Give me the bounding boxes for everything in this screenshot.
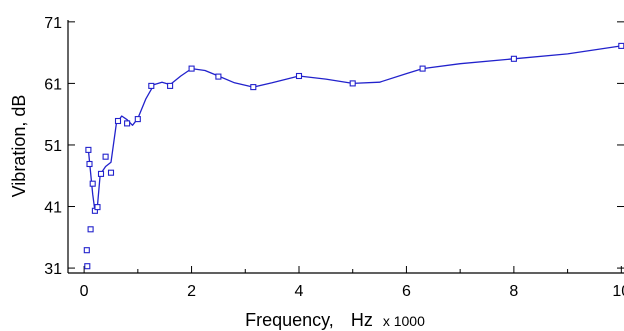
label-layer: Vibration, dB Frequency, Hz x 1000 31 41 5… xyxy=(9,15,624,330)
data-point-marker xyxy=(148,82,155,89)
y-axis-title: Vibration, dB xyxy=(9,95,29,198)
data-point-marker xyxy=(97,170,105,177)
data-point-marker xyxy=(295,72,303,80)
data-point-marker xyxy=(349,80,356,87)
data-point-marker xyxy=(86,160,93,168)
series-curve-layer xyxy=(87,45,622,212)
x-tick-label: 10 xyxy=(612,283,624,300)
data-point-marker xyxy=(102,153,109,160)
data-point-marker xyxy=(250,84,257,91)
data-point-marker xyxy=(114,117,122,125)
data-point-marker xyxy=(89,180,96,187)
x-axis-title-main: Frequency, xyxy=(245,310,334,330)
data-point-marker xyxy=(94,204,101,211)
series-marker-layer xyxy=(83,42,624,270)
x-tick-label: 6 xyxy=(402,283,411,300)
y-tick-label: 71 xyxy=(44,15,62,32)
data-point-marker xyxy=(510,55,517,62)
data-point-marker xyxy=(134,116,141,123)
x-axis-title-scale: x 1000 xyxy=(383,313,425,329)
series-line xyxy=(87,45,622,212)
data-point-marker xyxy=(419,65,426,72)
x-tick-label: 0 xyxy=(80,283,89,300)
x-tick-label: 2 xyxy=(187,283,196,300)
y-tick-label: 51 xyxy=(44,138,62,155)
y-tick-label: 31 xyxy=(44,261,62,278)
axes xyxy=(67,20,624,274)
data-point-marker xyxy=(215,73,222,80)
data-point-marker xyxy=(85,146,92,153)
data-point-marker xyxy=(618,42,624,49)
data-point-marker xyxy=(83,247,90,254)
y-tick-label: 61 xyxy=(44,76,62,93)
data-point-marker xyxy=(107,169,115,176)
x-axis-title-unit: Hz xyxy=(351,310,373,330)
y-tick-label: 41 xyxy=(44,200,62,217)
data-point-marker xyxy=(167,82,174,89)
x-axis-title: Frequency, Hz x 1000 xyxy=(245,310,425,330)
data-point-marker xyxy=(188,65,195,72)
data-point-marker xyxy=(87,226,94,233)
data-point-marker xyxy=(124,120,131,127)
x-tick-label: 4 xyxy=(295,283,304,300)
data-point-marker xyxy=(84,263,91,270)
x-tick-label: 8 xyxy=(509,283,518,300)
